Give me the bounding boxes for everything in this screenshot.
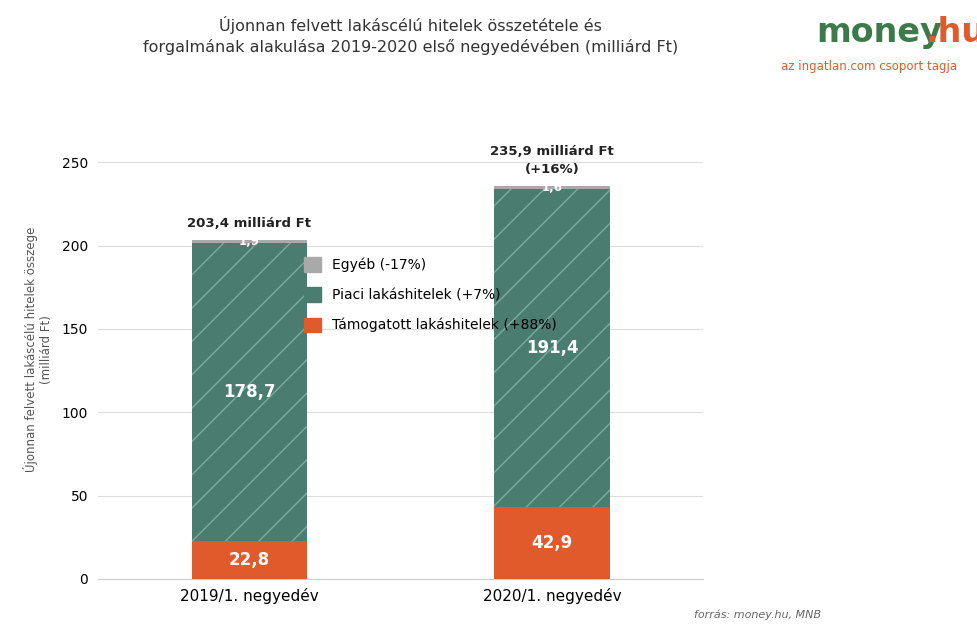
Text: forgalmának alakulása 2019-2020 első negyedévében (milliárd Ft): forgalmának alakulása 2019-2020 első neg…: [143, 39, 678, 55]
Bar: [191, 541, 307, 579]
Bar: [191, 243, 307, 541]
Text: 178,7: 178,7: [223, 383, 276, 401]
Text: 235,9 milliárd Ft
(+16%): 235,9 milliárd Ft (+16%): [490, 145, 614, 176]
Bar: [494, 186, 610, 189]
Text: .hu: .hu: [925, 16, 977, 49]
Y-axis label: Újonnan felvett lakáscélú hitelek összege
(milliárd Ft): Újonnan felvett lakáscélú hitelek összeg…: [23, 227, 54, 473]
Text: forrás: money.hu, MNB: forrás: money.hu, MNB: [694, 609, 821, 620]
Bar: [494, 189, 610, 508]
Text: 1,9: 1,9: [238, 235, 260, 248]
Text: 203,4 milliárd Ft: 203,4 milliárd Ft: [188, 217, 311, 230]
Text: 22,8: 22,8: [229, 551, 270, 569]
Text: 1,6: 1,6: [541, 181, 563, 194]
Legend: Egyéb (-17%), Piaci lakáshitelek (+7%), Támogatott lakáshitelek (+88%): Egyéb (-17%), Piaci lakáshitelek (+7%), …: [299, 252, 562, 338]
Bar: [494, 189, 610, 508]
Text: az ingatlan.com csoport tagja: az ingatlan.com csoport tagja: [782, 60, 957, 73]
Text: Újonnan felvett lakáscélú hitelek összetétele és: Újonnan felvett lakáscélú hitelek összet…: [219, 16, 602, 34]
Bar: [494, 508, 610, 579]
Bar: [191, 240, 307, 243]
Text: 42,9: 42,9: [531, 534, 573, 552]
Text: 191,4: 191,4: [526, 339, 578, 357]
Text: money: money: [816, 16, 942, 49]
Bar: [191, 243, 307, 541]
